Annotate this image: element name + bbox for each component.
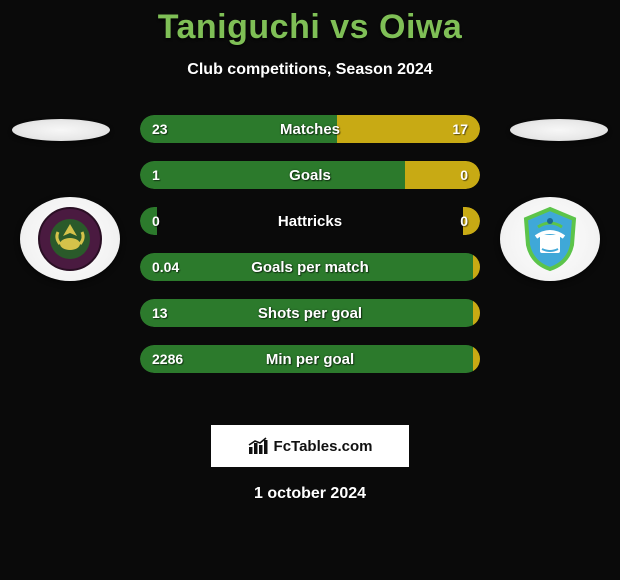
stat-bar-right bbox=[473, 253, 480, 281]
stat-row: Matches2317 bbox=[140, 115, 480, 143]
comparison-card: Taniguchi vs Oiwa Club competitions, Sea… bbox=[0, 0, 620, 503]
stat-track bbox=[140, 345, 480, 373]
stat-bar-right bbox=[337, 115, 480, 143]
brand-badge[interactable]: FcTables.com bbox=[211, 425, 409, 467]
stat-track bbox=[140, 253, 480, 281]
stat-bar-right bbox=[405, 161, 480, 189]
stat-bar-left bbox=[140, 115, 337, 143]
stat-bar-right bbox=[463, 207, 480, 235]
stat-bar-right bbox=[473, 345, 480, 373]
spotlight-left bbox=[12, 119, 110, 141]
stat-bar-right bbox=[473, 299, 480, 327]
spotlight-right bbox=[510, 119, 608, 141]
bar-chart-icon bbox=[248, 437, 268, 455]
arena: Matches2317 Goals10 Hattricks00 Goals per m… bbox=[0, 101, 620, 421]
stat-row: Goals per match0.04 bbox=[140, 253, 480, 281]
stat-row: Hattricks00 bbox=[140, 207, 480, 235]
stat-bar-left bbox=[140, 345, 473, 373]
stat-track bbox=[140, 207, 480, 235]
stat-track bbox=[140, 161, 480, 189]
club-crest-right bbox=[500, 197, 600, 281]
stat-bar-left bbox=[140, 161, 405, 189]
stat-row: Goals10 bbox=[140, 161, 480, 189]
crest-right-icon bbox=[516, 205, 584, 273]
stat-track bbox=[140, 115, 480, 143]
stat-row: Shots per goal13 bbox=[140, 299, 480, 327]
brand-text: FcTables.com bbox=[274, 438, 373, 455]
crest-left-icon bbox=[37, 206, 103, 272]
page-subtitle: Club competitions, Season 2024 bbox=[0, 61, 620, 79]
stat-track bbox=[140, 299, 480, 327]
page-title: Taniguchi vs Oiwa bbox=[0, 8, 620, 47]
stat-bars: Matches2317 Goals10 Hattricks00 Goals per m… bbox=[140, 115, 480, 391]
date-text: 1 october 2024 bbox=[0, 485, 620, 503]
club-crest-left bbox=[20, 197, 120, 281]
stat-bar-left bbox=[140, 207, 157, 235]
stat-row: Min per goal2286 bbox=[140, 345, 480, 373]
stat-bar-left bbox=[140, 299, 473, 327]
stat-bar-left bbox=[140, 253, 473, 281]
